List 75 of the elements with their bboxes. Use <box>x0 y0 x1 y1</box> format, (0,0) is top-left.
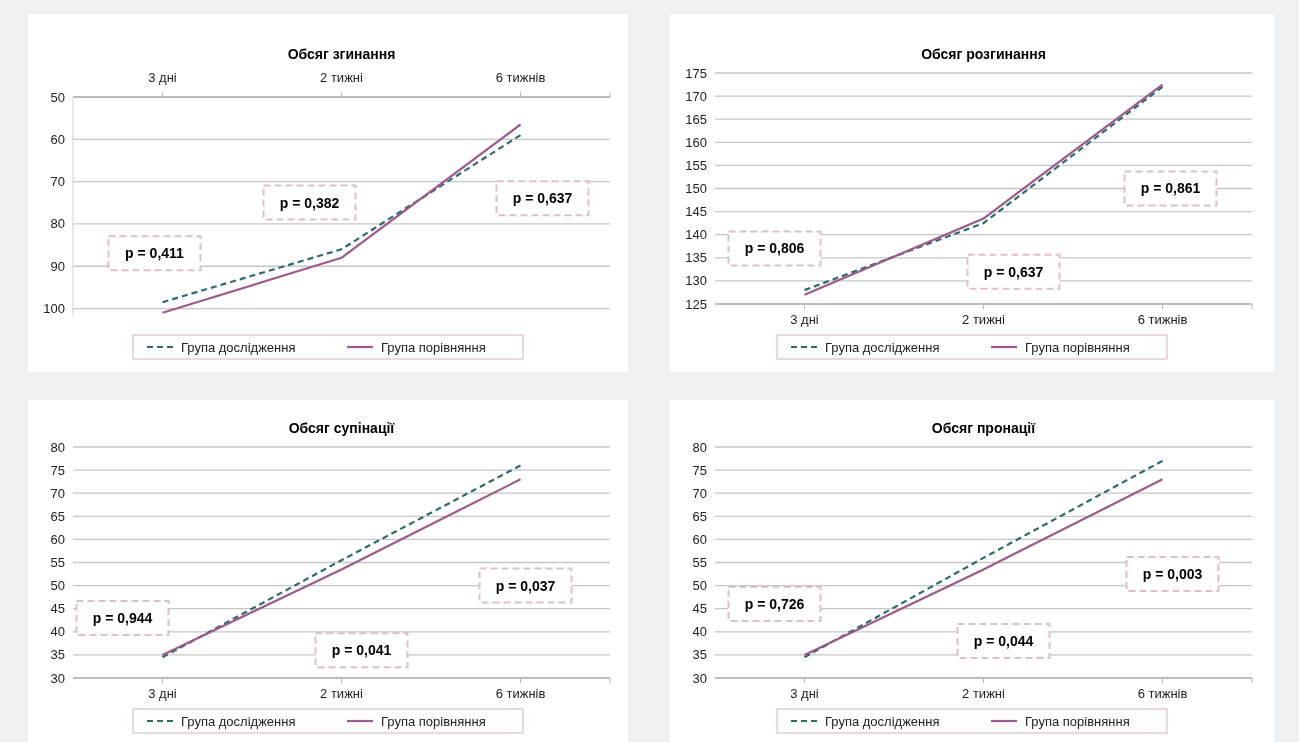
annotation: p = 0,041 <box>331 642 392 659</box>
y-tick-label: 45 <box>50 601 65 617</box>
y-tick-label: 130 <box>685 273 707 289</box>
y-tick-label: 60 <box>692 531 707 547</box>
y-tick-label: 40 <box>50 624 65 640</box>
annotation: p = 0,944 <box>92 609 153 626</box>
legend-label: Група порівняння <box>381 339 486 355</box>
x-tick-label: 2 тижні <box>962 686 1006 701</box>
annotation: p = 0,382 <box>279 194 340 211</box>
y-tick-label: 155 <box>685 157 707 173</box>
y-tick-label: 60 <box>50 531 65 547</box>
y-tick-label: 175 <box>685 65 707 81</box>
x-tick-label: 6 тижнів <box>495 70 546 85</box>
y-tick-label: 75 <box>692 462 707 478</box>
legend-label: Група дослідження <box>181 339 296 355</box>
legend-label: Група дослідження <box>825 713 940 729</box>
y-tick-label: 160 <box>685 134 707 150</box>
x-tick-label: 2 тижні <box>320 686 364 701</box>
y-tick-label: 55 <box>50 555 65 571</box>
y-tick-label: 150 <box>685 181 707 197</box>
legend-label: Група дослідження <box>181 713 296 729</box>
y-tick-label: 65 <box>692 508 707 524</box>
annotation: p = 0,861 <box>1140 180 1201 197</box>
y-tick-label: 80 <box>50 216 65 232</box>
y-tick-label: 30 <box>50 670 65 686</box>
annotation: p = 0,806 <box>744 240 805 257</box>
y-tick-label: 70 <box>50 174 65 190</box>
legend-label: Група порівняння <box>1025 339 1130 355</box>
y-tick-label: 140 <box>685 227 707 243</box>
y-tick-label: 75 <box>50 462 65 478</box>
y-tick-label: 35 <box>50 647 65 663</box>
x-tick-label: 3 дні <box>148 686 177 701</box>
y-tick-label: 40 <box>692 624 707 640</box>
y-tick-label: 170 <box>685 88 707 104</box>
legend-label: Група дослідження <box>825 339 940 355</box>
annotation: p = 0,726 <box>744 595 805 612</box>
chart-title: Обсяг розгинання <box>921 46 1046 62</box>
y-tick-label: 165 <box>685 111 707 127</box>
annotation: p = 0,637 <box>512 190 573 207</box>
x-tick-label: 3 дні <box>790 686 819 701</box>
y-tick-label: 30 <box>692 670 707 686</box>
annotation: p = 0,003 <box>1142 565 1203 582</box>
annotation: p = 0,037 <box>495 577 556 594</box>
x-tick-label: 6 тижнів <box>495 686 546 701</box>
legend-label: Група порівняння <box>1025 713 1130 729</box>
y-tick-label: 60 <box>50 131 65 147</box>
y-tick-label: 35 <box>692 647 707 663</box>
x-tick-label: 3 дні <box>148 70 177 85</box>
chart-title: Обсяг пронації <box>931 420 1037 436</box>
x-tick-label: 2 тижні <box>320 70 364 85</box>
annotation: p = 0,044 <box>973 632 1034 649</box>
y-tick-label: 50 <box>50 89 65 105</box>
y-tick-label: 50 <box>50 578 65 594</box>
y-tick-label: 100 <box>43 301 65 317</box>
y-tick-label: 145 <box>685 204 707 220</box>
chart-title: Обсяг згинання <box>287 46 396 62</box>
x-tick-label: 6 тижнів <box>1137 312 1188 327</box>
legend-label: Група порівняння <box>381 713 486 729</box>
y-tick-label: 70 <box>50 485 65 501</box>
y-tick-label: 70 <box>692 485 707 501</box>
y-tick-label: 80 <box>50 439 65 455</box>
chart-title: Обсяг супінації <box>288 420 396 436</box>
x-tick-label: 6 тижнів <box>1137 686 1188 701</box>
y-tick-label: 135 <box>685 250 707 266</box>
annotation: p = 0,411 <box>125 245 185 262</box>
y-tick-label: 45 <box>692 601 707 617</box>
y-tick-label: 90 <box>50 258 65 274</box>
y-tick-label: 65 <box>50 508 65 524</box>
y-tick-label: 80 <box>692 439 707 455</box>
x-tick-label: 2 тижні <box>962 312 1006 327</box>
y-tick-label: 125 <box>685 296 707 312</box>
annotation: p = 0,637 <box>983 263 1044 280</box>
x-tick-label: 3 дні <box>790 312 819 327</box>
y-tick-label: 50 <box>692 578 707 594</box>
y-tick-label: 55 <box>692 555 707 571</box>
